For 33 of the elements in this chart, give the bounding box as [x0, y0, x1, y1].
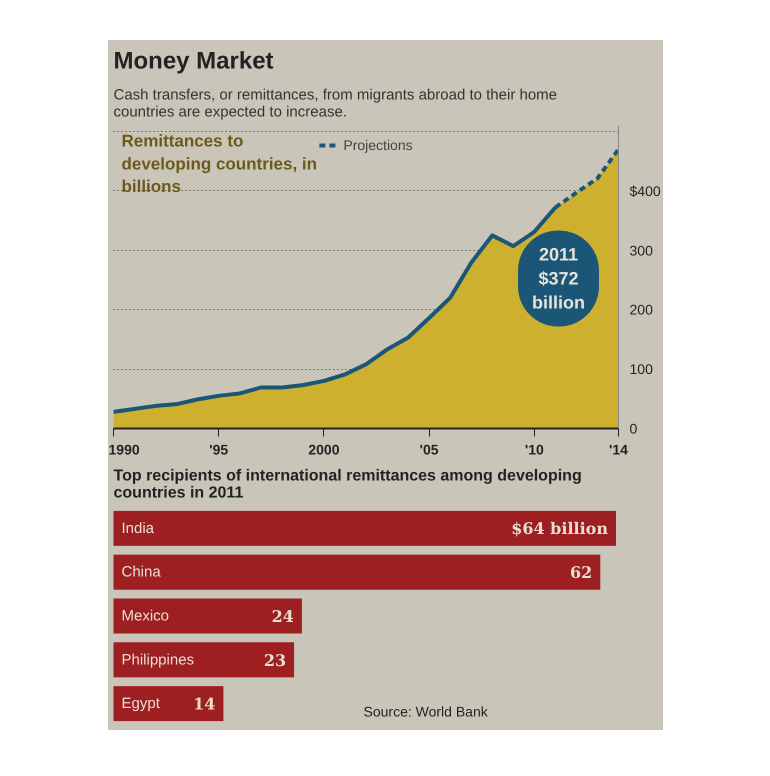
data-label: 24 — [272, 607, 294, 626]
x-tick-label: 1990 — [108, 442, 140, 458]
x-tick-label: '95 — [209, 442, 228, 458]
bar — [114, 686, 224, 722]
y-tick-label: 300 — [630, 242, 654, 258]
legend-label: Projections — [343, 137, 413, 153]
data-label: $64 billion — [511, 518, 608, 538]
chart-title: Money Market — [114, 48, 274, 74]
chart-title: Top recipients of international remittances among developing countries in 2011 — [114, 468, 582, 502]
category-label: India — [122, 520, 154, 537]
data-label: 62 — [570, 563, 592, 582]
x-tick-label: 2000 — [308, 442, 340, 458]
bar — [114, 598, 302, 634]
category-label: China — [122, 564, 161, 581]
category-label: Mexico — [122, 608, 170, 624]
category-label: Egypt — [122, 695, 160, 712]
annotation: Source: World Bank — [364, 704, 489, 720]
chart-subtitle: Cash transfers, or remittances, from migrants abroad to their home countries are expected to increase. — [114, 86, 558, 120]
x-tick-label: '14 — [609, 442, 628, 458]
y-tick-label: $400 — [630, 182, 661, 199]
bar — [114, 510, 616, 546]
x-tick-label: '05 — [420, 442, 439, 458]
x-tick-label: '10 — [524, 442, 544, 458]
y-axis-title: Remittances to developing countries, in billions — [122, 132, 318, 196]
annotation: 2011 $372 billion — [532, 244, 586, 312]
y-tick-label: 0 — [630, 420, 638, 436]
bar — [114, 642, 294, 678]
category-label: Philippines — [122, 651, 194, 668]
y-tick-label: 200 — [630, 302, 654, 318]
y-tick-label: 100 — [630, 361, 654, 378]
bar — [114, 554, 600, 590]
data-label: 14 — [193, 694, 216, 714]
data-label: 23 — [264, 650, 286, 670]
